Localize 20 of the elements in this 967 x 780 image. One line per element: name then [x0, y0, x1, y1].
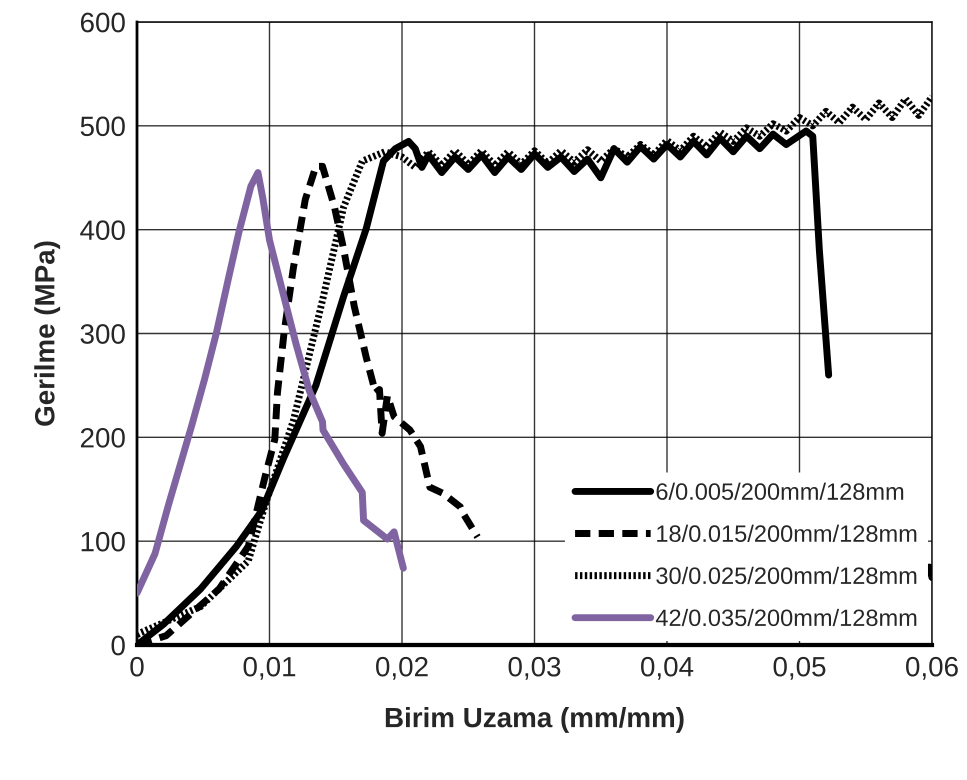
y-tick-label: 500: [80, 116, 125, 136]
x-axis-title: Birim Uzama (mm/mm): [386, 707, 684, 733]
y-tick-label: 100: [82, 532, 125, 552]
y-tick-label: 600: [80, 12, 125, 32]
x-tick-label: 0,06: [906, 656, 958, 680]
y-axis-title: Gerilme (MPa): [34, 241, 60, 426]
y-tick-label: 200: [80, 428, 125, 448]
legend-label: 42/0.035/200mm/128mm: [656, 608, 916, 626]
y-tick-label: 400: [80, 220, 125, 240]
x-tick-label: 0,01: [244, 656, 296, 680]
y-tick-label: 300: [80, 324, 125, 344]
y-tick-label: 0: [112, 636, 125, 656]
legend-label: 18/0.015/200mm/128mm: [657, 524, 916, 542]
x-tick-label: 0: [130, 656, 144, 677]
legend-label: 30/0.025/200mm/128mm: [656, 566, 916, 584]
legend-label: 6/0.005/200mm/128mm: [656, 482, 904, 500]
x-tick-label: 0,02: [376, 656, 428, 680]
x-tick-label: 0,04: [641, 656, 694, 680]
x-tick-label: 0,03: [508, 656, 560, 680]
x-tick-label: 0,05: [774, 656, 826, 680]
